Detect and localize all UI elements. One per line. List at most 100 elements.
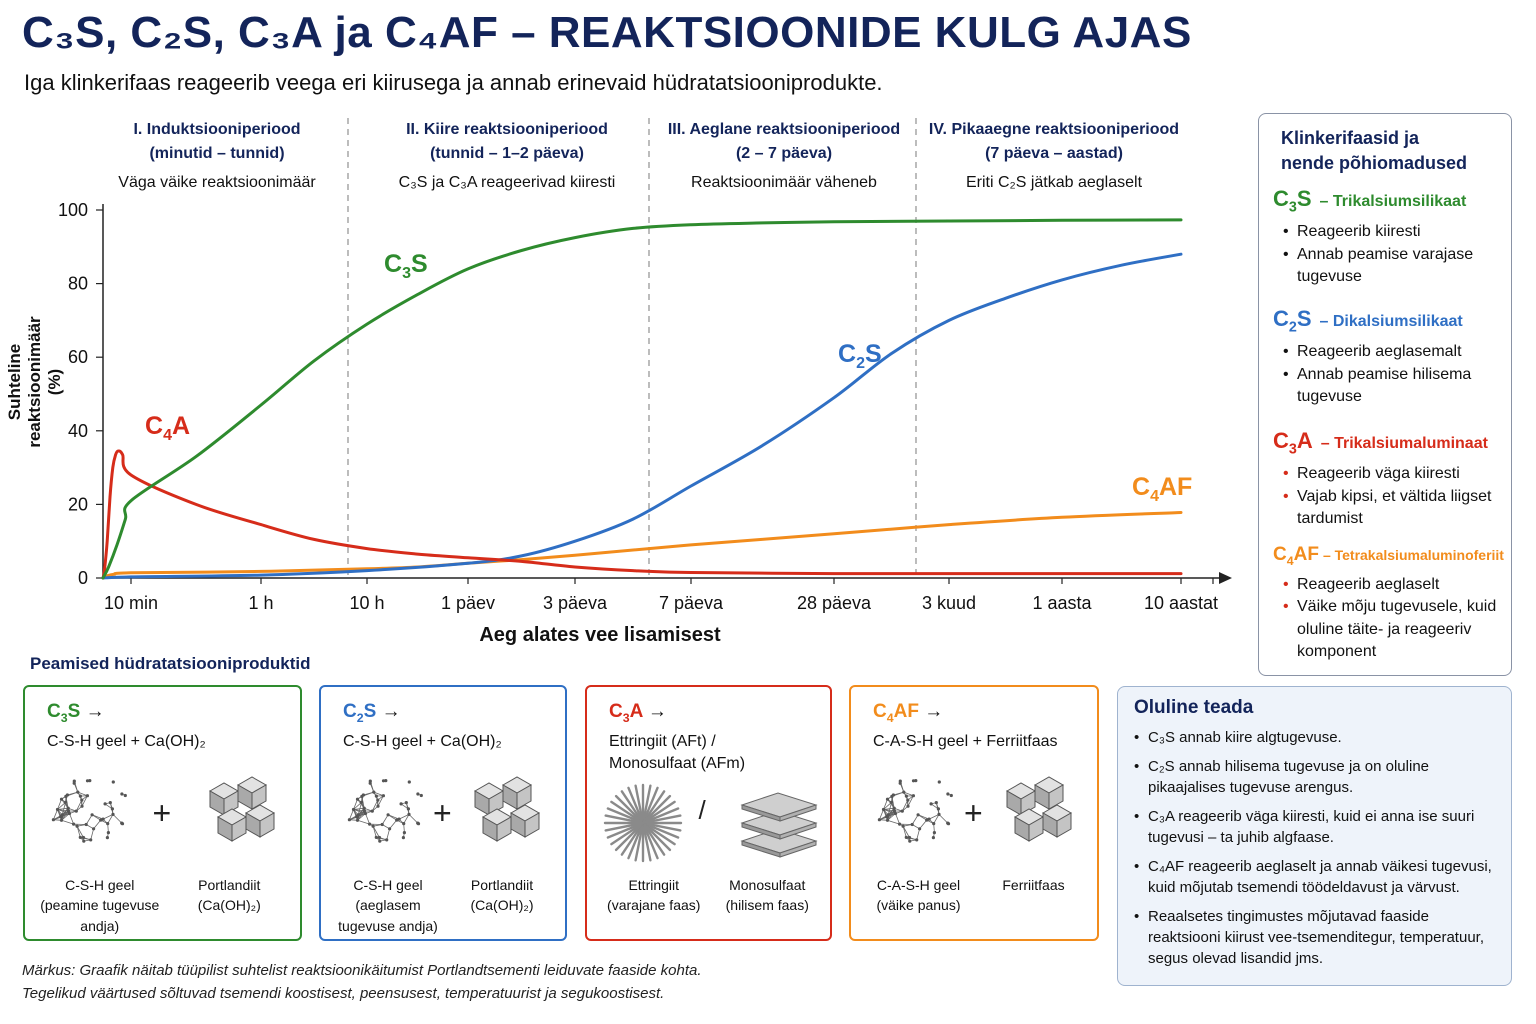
arrow-icon: → xyxy=(85,701,105,722)
products-heading: Peamised hüdratatsiooniproduktid xyxy=(30,654,311,673)
panel-title-line1: Klinkerifaasid ja xyxy=(1281,128,1420,148)
plus-icon: + xyxy=(433,795,452,831)
note-item: Reaalsetes tingimustes mõjutavad faaside… xyxy=(1134,906,1494,969)
reaction-chart: I. Induktsiooniperiood (minutid – tunnid)… xyxy=(5,118,1232,646)
series-label: C4A xyxy=(145,412,190,444)
product-caption: Ferriitfaas xyxy=(1002,877,1065,893)
product-formula-2: Monosulfaat (AFm) xyxy=(609,755,746,772)
x-tick-label: 10 aastat xyxy=(1144,593,1218,613)
phase-bullet: Reageerib väga kiiresti xyxy=(1283,463,1503,486)
phase-name: – Dikalsiumsilikaat xyxy=(1319,313,1463,330)
note-item: C₃S annab kiire algtugevuse. xyxy=(1134,727,1494,748)
phase-bullet: Väike mõju tugevusele, kuid oluline täit… xyxy=(1283,596,1503,663)
phase-bullets: Reageerib aeglaseltVäike mõju tugevusele… xyxy=(1273,574,1503,664)
x-axis-title: Aeg alates vee lisamisest xyxy=(479,624,721,646)
x-axis-arrow xyxy=(1219,572,1232,584)
product-caption: Portlandiit (Ca(OH)₂) xyxy=(470,877,534,914)
crystal-cubes-image xyxy=(1001,775,1081,852)
crystal-cubes-image xyxy=(469,775,549,852)
ettringite-needles-image xyxy=(601,781,685,870)
period-range: (7 päeva – aastad) xyxy=(985,145,1123,162)
phase-name: – Trikalsiumaluminaat xyxy=(1320,435,1488,452)
arrow-icon: → xyxy=(381,701,401,722)
phase-code: C3A xyxy=(1273,428,1313,458)
y-axis-title-line: (%) xyxy=(45,369,64,395)
page-subtitle: Iga klinkerifaas reageerib veega eri kii… xyxy=(24,70,883,95)
phase-bullet: Annab peamise varajase tugevuse xyxy=(1283,244,1503,289)
phase-bullet: Vajab kipsi, et vältida liigset tardumis… xyxy=(1283,486,1503,531)
product-box-c3s: C3S → C-S-H geel + Ca(OH)₂ + C-S-H geel (pea… xyxy=(23,685,302,941)
phase-name: – Trikalsiumsilikaat xyxy=(1319,193,1467,210)
panel-title-line2: nende põhiomadused xyxy=(1281,153,1468,174)
crystal-cubes-image xyxy=(204,775,284,852)
phase-properties-panel: Klinkerifaasid ja nende põhiomadused C3S… xyxy=(1258,113,1512,676)
y-axis-title-line: Suhteline xyxy=(5,344,24,421)
period-title: III. Aeglane reaktsiooniperiood xyxy=(668,121,900,138)
x-tick-label: 10 h xyxy=(349,593,384,613)
notes-panel: Oluline teada C₃S annab kiire algtugevus… xyxy=(1117,686,1512,986)
product-phase: C3S → xyxy=(47,701,105,725)
series-label: C4AF xyxy=(1132,473,1192,505)
y-tick-label: 60 xyxy=(68,347,88,367)
y-axis-title-line: reaktsioonimäär xyxy=(25,316,44,448)
csh-gel-image xyxy=(43,769,133,852)
phase-card-c3a: C3A – Trikalsiumaluminaat Reageerib väga k… xyxy=(1273,428,1503,531)
period-annotations: I. Induktsiooniperiood (minutid – tunnid)… xyxy=(118,118,1179,578)
series-label: C2S xyxy=(838,340,882,372)
period-range: (minutid – tunnid) xyxy=(149,145,284,162)
x-tick-label: 10 min xyxy=(104,593,158,613)
phase-header: C3A – Trikalsiumaluminaat xyxy=(1273,428,1503,457)
period-title: IV. Pikaaegne reaktsiooniperiood xyxy=(929,121,1179,138)
csh-gel-image xyxy=(869,769,959,852)
x-tick-label: 1 aasta xyxy=(1032,593,1092,613)
series-label: C3S xyxy=(384,250,428,282)
x-tick-label: 28 päeva xyxy=(797,593,872,613)
note-item: C₄AF reageerib aeglaselt ja annab väikes… xyxy=(1134,856,1494,898)
phase-card-c4af: C4AF– Tetrakalsiumaluminoferiit Reageerib… xyxy=(1273,544,1504,664)
period-description: C₃S ja C₃A reageerivad kiiresti xyxy=(399,174,616,191)
period-3: III. Aeglane reaktsiooniperiood (2 – 7 pä… xyxy=(668,121,900,191)
phase-code: C3S xyxy=(1273,186,1312,216)
footnote: Märkus: Graafik näitab tüüpilist suhteli… xyxy=(22,960,702,1005)
x-tick-label: 3 päeva xyxy=(543,593,608,613)
product-caption: C-S-H geel (aeglasem tugevuse andja) xyxy=(338,877,438,934)
monosulfate-plates-image xyxy=(734,785,824,870)
footnote-line2: Tegelikud väärtused sõltuvad tsemendi ko… xyxy=(22,984,665,1002)
phase-header: C3S – Trikalsiumsilikaat xyxy=(1273,186,1503,215)
notes-list: C₃S annab kiire algtugevuse. C₂S annab hi… xyxy=(1134,727,1494,977)
y-tick-label: 0 xyxy=(78,568,88,588)
product-box-c3a: C3A → Ettringiit (AFt) / Monosulfaat (AFm)… xyxy=(585,685,832,941)
phase-bullet: Annab peamise hilisema tugevuse xyxy=(1283,364,1503,409)
page-title: C₃S, C₂S, C₃A ja C₄AF – REAKTSIOONIDE KU… xyxy=(22,8,1192,57)
period-range: (tunnid – 1–2 päeva) xyxy=(430,145,584,162)
y-tick-label: 20 xyxy=(68,494,88,514)
period-1: I. Induktsiooniperiood (minutid – tunnid)… xyxy=(118,121,316,191)
x-tick-label: 1 päev xyxy=(441,593,495,613)
series-line-4 xyxy=(101,511,1183,580)
phase-bullet: Reageerib kiiresti xyxy=(1283,221,1503,244)
period-description: Eriti C₂S jätkab aeglaselt xyxy=(966,174,1143,191)
phase-card-c3s: C3S – Trikalsiumsilikaat Reageerib kiirest… xyxy=(1273,186,1503,289)
plus-icon: + xyxy=(964,795,983,831)
phase-header: C2S – Dikalsiumsilikaat xyxy=(1273,306,1503,335)
product-caption: C-A-S-H geel (väike panus) xyxy=(876,877,961,914)
phase-name: – Tetrakalsiumaluminoferiit xyxy=(1322,547,1504,563)
phase-header: C4AF – Tetrakalsiumaluminoferiit xyxy=(1273,544,1504,568)
product-formula: Ettringiit (AFt) / xyxy=(609,733,716,750)
period-description: Väga väike reaktsioonimäär xyxy=(118,174,316,191)
notes-title: Oluline teada xyxy=(1134,697,1254,718)
product-phase: C3A → xyxy=(609,701,667,725)
period-2: II. Kiire reaktsiooniperiood (tunnid – 1–… xyxy=(399,121,616,191)
note-item: C₂S annab hilisema tugevuse ja on olulin… xyxy=(1134,756,1494,798)
product-box-c2s: C2S → C-S-H geel + Ca(OH)₂ + C-S-H geel (aeg… xyxy=(319,685,567,941)
slash-separator: / xyxy=(698,795,706,825)
period-range: (2 – 7 päeva) xyxy=(736,145,832,162)
phase-bullets: Reageerib aeglasemaltAnnab peamise hilis… xyxy=(1273,341,1503,408)
footnote-line1: Märkus: Graafik näitab tüüpilist suhteli… xyxy=(22,962,702,979)
note-item: C₃A reageerib väga kiiresti, kuid ei ann… xyxy=(1134,806,1494,848)
y-tick-label: 100 xyxy=(58,200,88,220)
period-title: I. Induktsiooniperiood xyxy=(133,121,300,138)
arrow-icon: → xyxy=(924,701,944,722)
product-caption: C-S-H geel (peamine tugevuse andja) xyxy=(40,877,160,934)
period-description: Reaktsioonimäär väheneb xyxy=(691,174,877,191)
